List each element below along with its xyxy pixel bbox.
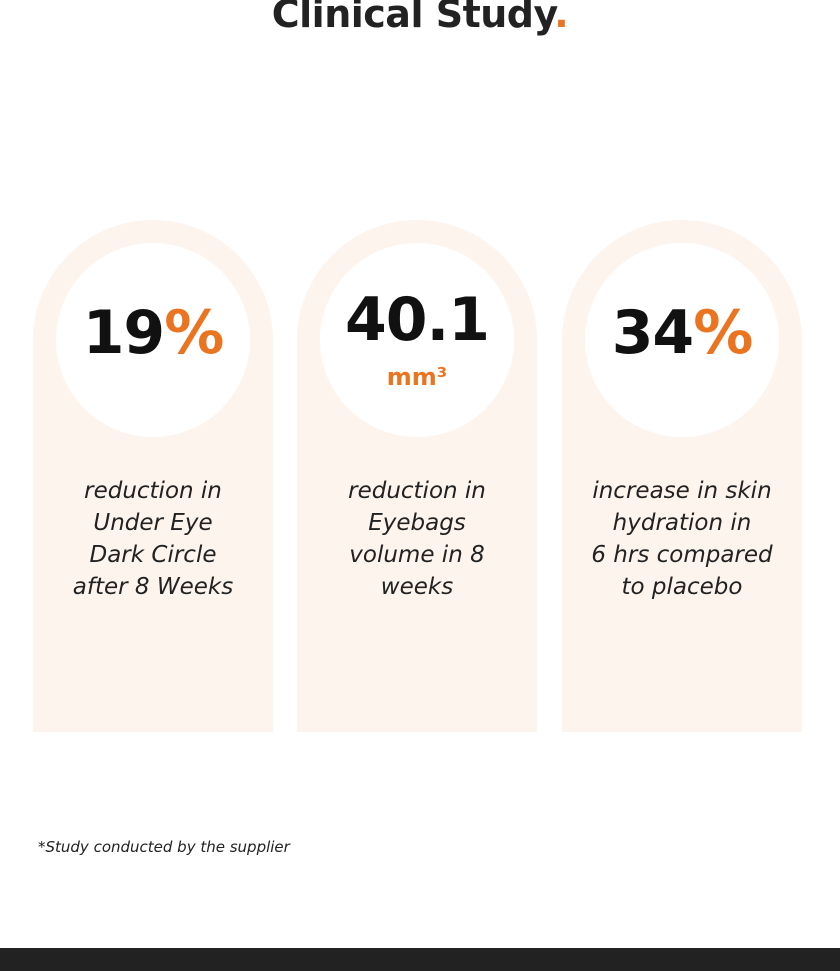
description-line: volume in 8 xyxy=(349,542,485,568)
stat-description: reduction in Eyebags volume in 8 weeks xyxy=(297,475,537,603)
description-line: increase in skin xyxy=(592,478,772,504)
stat-description: reduction in Under Eye Dark Circle after 8 … xyxy=(33,475,273,603)
description-line: reduction in xyxy=(84,478,222,504)
description-line: weeks xyxy=(380,574,454,600)
description-line: Under Eye xyxy=(93,510,213,536)
footnote: *Study conducted by the supplier xyxy=(38,838,290,856)
stat-card: 34% increase in skin hydration in 6 hrs com… xyxy=(562,220,802,732)
stat-circle xyxy=(56,243,250,437)
stat-value-wrap: 40.1 xyxy=(297,285,537,355)
stat-value-wrap: 19% xyxy=(33,298,273,368)
description-line: after 8 Weeks xyxy=(72,574,234,600)
stat-card: 19% reduction in Under Eye Dark Circle after… xyxy=(33,220,273,732)
description-line: Dark Circle xyxy=(89,542,217,568)
stat-value: 34 xyxy=(611,298,694,368)
title-wrap: Clinical Study. xyxy=(0,0,840,36)
footer-bar xyxy=(0,948,840,971)
description-line: Eyebags xyxy=(368,510,466,536)
stat-circle xyxy=(320,243,514,437)
title-dot: . xyxy=(554,0,569,36)
description-line: 6 hrs compared xyxy=(591,542,773,568)
stat-circle xyxy=(585,243,779,437)
description-line: hydration in xyxy=(612,510,752,536)
stat-value: 40.1 xyxy=(344,285,490,355)
stat-description: increase in skin hydration in 6 hrs compar… xyxy=(562,475,802,603)
stat-unit: % xyxy=(693,298,753,368)
title: Clinical Study xyxy=(271,0,555,36)
stat-card: 40.1 mm³ reduction in Eyebags volume in 8 wee… xyxy=(297,220,537,732)
stat-value: 19 xyxy=(82,298,165,368)
stat-value-wrap: 34% xyxy=(562,298,802,368)
stat-unit: mm³ xyxy=(386,363,448,391)
description-line: reduction in xyxy=(348,478,486,504)
stat-unit: % xyxy=(164,298,224,368)
description-line: to placebo xyxy=(621,574,743,600)
